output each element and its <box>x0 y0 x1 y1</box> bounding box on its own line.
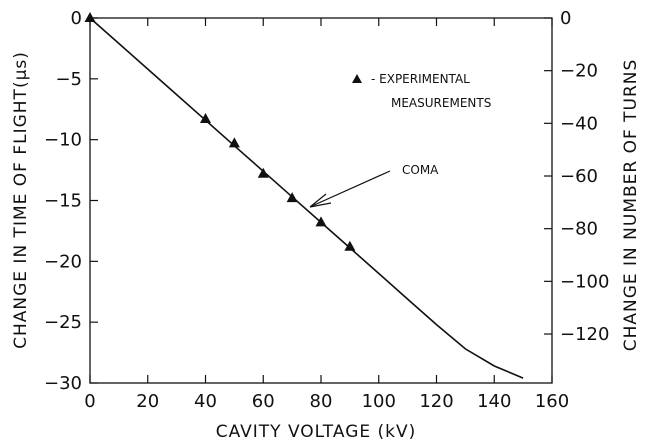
y2-tick-label: 0 <box>560 8 571 29</box>
y-tick-label: −30 <box>44 373 82 394</box>
data-point-triangle <box>286 192 298 203</box>
x-tick-label: 80 <box>310 391 333 412</box>
legend: - EXPERIMENTAL MEASUREMENTS <box>352 72 491 110</box>
y2-axis-title: CHANGE IN NUMBER OF TURNS <box>621 59 641 352</box>
y2-tick-label: −100 <box>560 271 609 292</box>
data-point-triangle <box>257 167 269 178</box>
y2-tick-label: −40 <box>560 113 598 134</box>
x-tick-label: 0 <box>84 391 95 412</box>
x-tick-label: 100 <box>362 391 396 412</box>
x-tick-label: 160 <box>535 391 569 412</box>
y-tick-label: −15 <box>44 191 82 212</box>
y-axis-title: CHANGE IN TIME OF FLIGHT(μs) <box>11 51 31 349</box>
legend-label-line2: MEASUREMENTS <box>391 96 491 110</box>
data-point-triangle <box>84 12 96 22</box>
data-point-triangle <box>228 137 240 148</box>
y-tick-label: −10 <box>44 130 82 151</box>
axes-layer <box>89 17 553 384</box>
theory-curve-line <box>89 17 524 379</box>
y-tick-label: −20 <box>44 251 82 272</box>
coma-arrow-shaft <box>311 170 391 207</box>
plot-frame <box>89 17 553 384</box>
x-tick-label: 40 <box>194 391 217 412</box>
coma-annotation: COMA <box>309 163 439 208</box>
coma-arrow-head <box>309 193 332 208</box>
x-axis-title: CAVITY VOLTAGE (kV) <box>216 422 417 442</box>
series-layer <box>89 17 524 379</box>
markers-layer <box>84 12 356 251</box>
y-tick-label: −5 <box>55 69 82 90</box>
data-point-triangle <box>315 216 327 227</box>
legend-triangle-marker <box>352 74 362 83</box>
data-point-triangle <box>344 240 356 251</box>
y-tick-label: 0 <box>71 8 82 29</box>
coma-label: COMA <box>402 163 439 177</box>
y-tick-label: −25 <box>44 312 82 333</box>
x-tick-label: 20 <box>136 391 159 412</box>
data-point-triangle <box>200 112 211 123</box>
y2-tick-label: −120 <box>560 324 609 345</box>
y2-tick-label: −20 <box>560 61 598 82</box>
x-tick-label: 60 <box>252 391 275 412</box>
x-tick-label: 140 <box>477 391 511 412</box>
y2-tick-label: −60 <box>560 166 598 187</box>
y2-tick-label: −80 <box>560 219 598 240</box>
legend-label-line1: - EXPERIMENTAL <box>371 72 470 86</box>
ticks-layer: 0 20 40 60 80 100 120 140 1600−5−10−15−20−25−300… <box>44 8 609 412</box>
x-tick-label: 120 <box>419 391 453 412</box>
